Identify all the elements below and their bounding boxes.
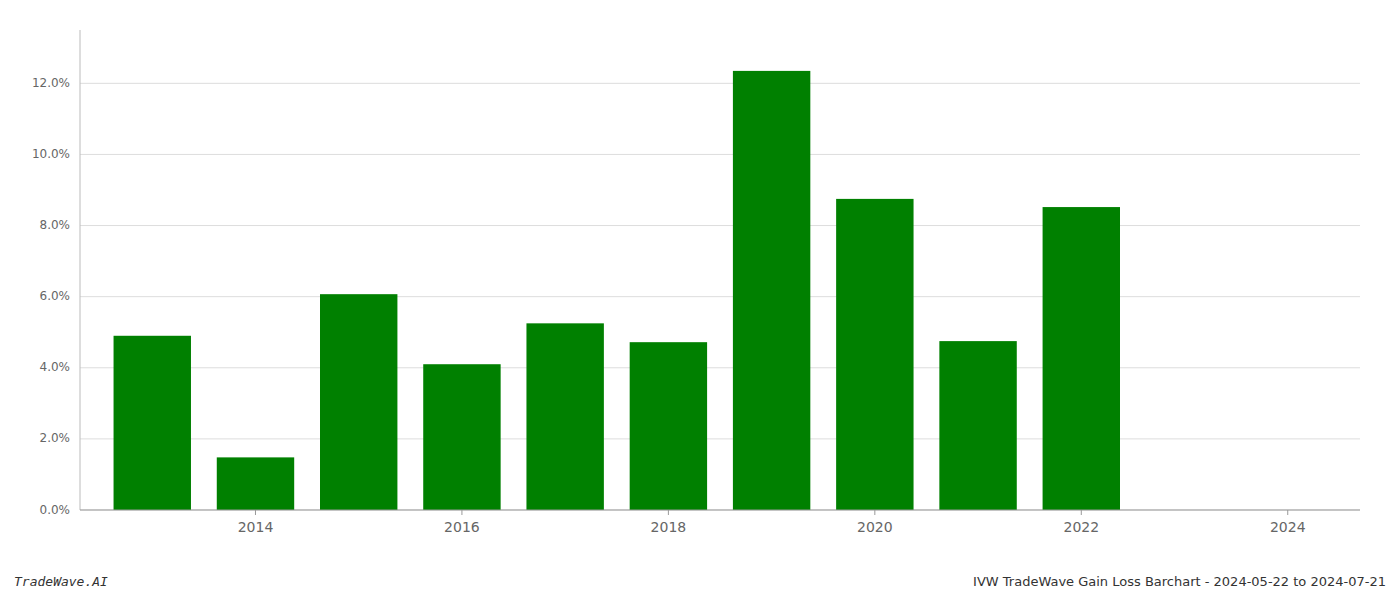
y-tick-label: 12.0% — [32, 76, 70, 90]
x-tick — [874, 510, 875, 515]
grid-line — [80, 510, 1360, 511]
bar — [630, 342, 707, 510]
grid-line — [80, 438, 1360, 439]
x-tick-label: 2018 — [651, 519, 687, 535]
grid-line — [80, 83, 1360, 84]
grid-line — [80, 296, 1360, 297]
x-ticks: 2014 2016 2018 2020 2022 2024 — [238, 510, 1306, 535]
y-tick-labels: 0.0% 2.0% 4.0% 6.0% 8.0% 10.0% 12.0% — [32, 76, 70, 517]
x-tick-label: 2014 — [238, 519, 274, 535]
bar — [423, 364, 500, 510]
y-tick-label: 6.0% — [40, 289, 71, 303]
y-tick-label: 2.0% — [40, 431, 71, 445]
y-axis-line — [80, 30, 81, 510]
bar — [733, 71, 810, 510]
x-axis-line — [80, 510, 1360, 511]
bars — [114, 71, 1120, 510]
bar — [1043, 207, 1120, 510]
bar — [320, 294, 397, 510]
footer-left: TradeWave.AI — [14, 574, 108, 589]
bar — [526, 323, 603, 510]
y-tick-label: 8.0% — [40, 218, 71, 232]
grid-line — [80, 225, 1360, 226]
bar — [217, 457, 294, 510]
x-tick — [255, 510, 256, 515]
x-tick — [461, 510, 462, 515]
grid-line — [80, 367, 1360, 368]
bar — [114, 336, 191, 510]
footer-right: IVW TradeWave Gain Loss Barchart - 2024-… — [973, 574, 1386, 589]
x-tick-label: 2022 — [1063, 519, 1099, 535]
y-tick-label: 0.0% — [40, 503, 71, 517]
x-tick — [1287, 510, 1288, 515]
x-tick-label: 2020 — [857, 519, 893, 535]
background — [0, 0, 1400, 600]
bar — [939, 341, 1016, 510]
bar — [836, 199, 913, 510]
x-tick — [668, 510, 669, 515]
x-tick-label: 2016 — [444, 519, 480, 535]
chart: 0.0%2.0%4.0%6.0%8.0%10.0%12.0%2014201620… — [0, 0, 1400, 600]
x-tick — [1081, 510, 1082, 515]
grid-line — [80, 154, 1360, 155]
y-grid — [80, 83, 1360, 510]
y-tick-label: 4.0% — [40, 360, 71, 374]
y-tick-label: 10.0% — [32, 147, 70, 161]
x-tick-label: 2024 — [1270, 519, 1306, 535]
